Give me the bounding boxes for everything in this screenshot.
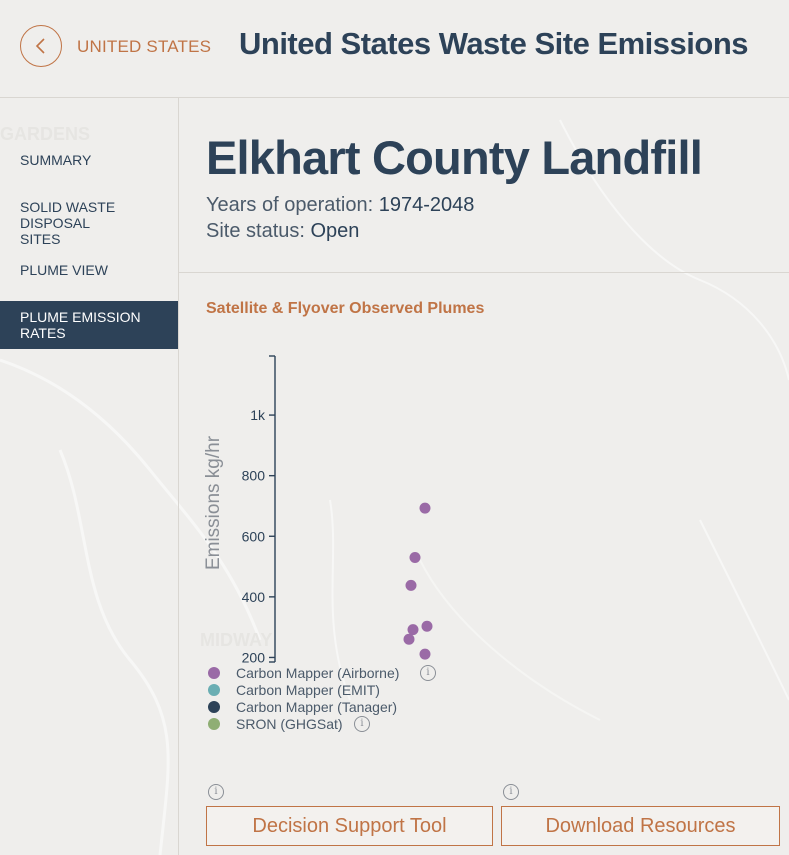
chart-heading: Satellite & Flyover Observed Plumes <box>206 300 485 317</box>
legend-label: Carbon Mapper (EMIT) <box>236 682 380 698</box>
app-title: United States Waste Site Emissions <box>239 26 749 61</box>
site-status: Site status: Open <box>206 220 359 243</box>
sidebar-item-plume-view[interactable]: PLUME VIEW <box>20 262 108 278</box>
legend-dot <box>208 718 220 730</box>
chevron-left-icon <box>35 38 45 54</box>
decision-support-tool-button[interactable]: Decision Support Tool <box>206 806 493 846</box>
sidebar-item-summary[interactable]: SUMMARY <box>20 152 92 168</box>
years-value: 1974-2048 <box>378 194 475 216</box>
y-axis-ticks: 200 400 600 800 1k <box>242 407 275 665</box>
download-resources-button[interactable]: Download Resources <box>501 806 780 846</box>
back-link-united-states[interactable]: UNITED STATES <box>77 37 212 56</box>
emissions-scatter-chart: 200 400 600 800 1k Emissions kg/hr <box>203 355 433 665</box>
y-tick-label: 200 <box>242 649 266 665</box>
legend-dot <box>208 684 220 696</box>
back-button[interactable] <box>20 25 62 67</box>
sidebar-nav: SUMMARY SOLID WASTE DISPOSAL SITES PLUME… <box>0 98 179 855</box>
site-title: Elkhart County Landfill <box>206 131 703 184</box>
legend-label: SRON (GHGSat) <box>236 716 343 732</box>
section-divider <box>179 272 789 273</box>
data-point[interactable] <box>421 620 433 632</box>
y-tick-label: 1k <box>250 407 266 423</box>
years-label: Years of operation: <box>206 194 374 216</box>
data-point[interactable] <box>419 648 431 660</box>
legend-dot <box>208 667 220 679</box>
data-points <box>403 502 433 660</box>
app-header: UNITED STATES United States Waste Site E… <box>0 0 789 98</box>
status-value: Open <box>310 220 360 242</box>
y-axis-label: Emissions kg/hr <box>203 435 224 570</box>
legend-label: Carbon Mapper (Tanager) <box>236 699 398 715</box>
data-point[interactable] <box>409 551 421 563</box>
data-point[interactable] <box>405 579 417 591</box>
decision-support-info-icon[interactable]: i <box>208 784 224 800</box>
years-of-operation: Years of operation: 1974-2048 <box>206 194 474 217</box>
sidebar-item-plume-emission-rates[interactable]: PLUME EMISSION RATES <box>0 301 178 349</box>
data-point[interactable] <box>407 624 419 636</box>
data-point[interactable] <box>403 633 415 645</box>
y-tick-label: 400 <box>242 589 266 605</box>
download-resources-info-icon[interactable]: i <box>503 784 519 800</box>
status-label: Site status: <box>206 220 305 242</box>
info-icon[interactable]: i <box>354 716 370 732</box>
info-icon[interactable]: i <box>420 665 436 681</box>
data-point[interactable] <box>419 502 431 514</box>
y-tick-label: 800 <box>242 468 266 484</box>
sidebar-item-solid-waste-disposal-sites[interactable]: SOLID WASTE DISPOSAL SITES <box>20 199 116 247</box>
y-tick-label: 600 <box>242 528 266 544</box>
legend-label: Carbon Mapper (Airborne) <box>236 665 400 681</box>
legend-dot <box>208 701 220 713</box>
